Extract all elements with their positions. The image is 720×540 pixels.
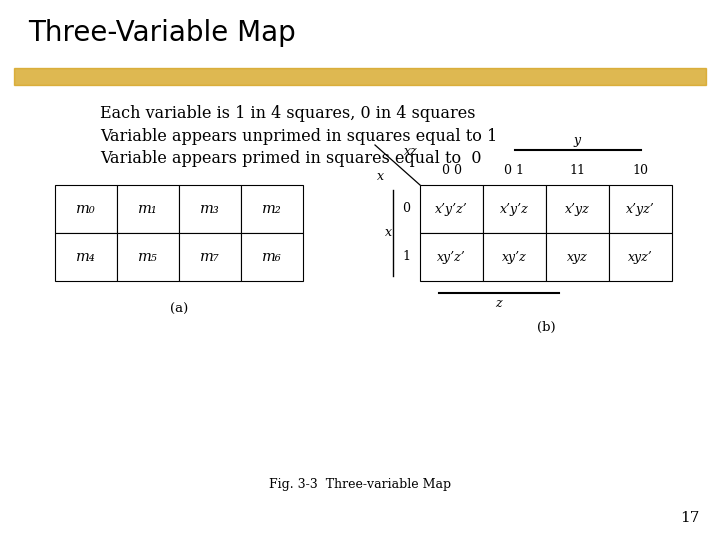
Text: z: z xyxy=(495,297,502,310)
Bar xyxy=(117,233,179,281)
Text: 0 1: 0 1 xyxy=(505,164,524,177)
Bar xyxy=(117,185,179,233)
Text: xy’z’: xy’z’ xyxy=(437,251,466,264)
Text: xyz’: xyz’ xyxy=(628,251,653,264)
Text: Each variable is 1 in 4 squares, 0 in 4 squares: Each variable is 1 in 4 squares, 0 in 4 … xyxy=(100,105,475,122)
Text: Fig. 3-3  Three-variable Map: Fig. 3-3 Three-variable Map xyxy=(269,478,451,491)
Bar xyxy=(483,233,546,281)
Bar xyxy=(546,233,609,281)
Text: 1: 1 xyxy=(402,251,410,264)
Bar xyxy=(241,233,303,281)
Text: x’yz’: x’yz’ xyxy=(626,202,655,215)
Text: (a): (a) xyxy=(170,303,188,316)
Text: 11: 11 xyxy=(570,164,585,177)
Text: m₆: m₆ xyxy=(262,250,282,264)
Text: x: x xyxy=(385,226,392,240)
Bar xyxy=(55,233,117,281)
Bar xyxy=(420,233,483,281)
Text: x’y’z’: x’y’z’ xyxy=(435,202,468,215)
Text: (b): (b) xyxy=(536,321,555,334)
Bar xyxy=(420,185,483,233)
Bar xyxy=(179,185,241,233)
Text: x’yz: x’yz xyxy=(565,202,590,215)
Bar xyxy=(241,185,303,233)
Bar xyxy=(546,185,609,233)
Bar xyxy=(14,68,706,85)
Bar xyxy=(609,185,672,233)
Bar xyxy=(609,233,672,281)
Text: 0: 0 xyxy=(402,202,410,215)
Bar xyxy=(483,185,546,233)
Text: m₅: m₅ xyxy=(138,250,158,264)
Text: xyz: xyz xyxy=(567,251,588,264)
Text: 17: 17 xyxy=(680,511,700,525)
Bar xyxy=(55,185,117,233)
Text: x: x xyxy=(377,170,384,183)
Bar xyxy=(179,233,241,281)
Text: Three-Variable Map: Three-Variable Map xyxy=(28,19,296,47)
Text: m₀: m₀ xyxy=(76,202,96,216)
Text: m₂: m₂ xyxy=(262,202,282,216)
Text: y: y xyxy=(574,134,581,147)
Text: m₁: m₁ xyxy=(138,202,158,216)
Text: Variable appears unprimed in squares equal to 1: Variable appears unprimed in squares equ… xyxy=(100,128,498,145)
Text: m₃: m₃ xyxy=(200,202,220,216)
Text: 0 0: 0 0 xyxy=(441,164,462,177)
Text: x’y’z: x’y’z xyxy=(500,202,529,215)
Text: m₄: m₄ xyxy=(76,250,96,264)
Text: m₇: m₇ xyxy=(200,250,220,264)
Text: 10: 10 xyxy=(632,164,649,177)
Text: xy’z: xy’z xyxy=(502,251,527,264)
Text: xz: xz xyxy=(405,145,418,158)
Text: Variable appears primed in squares equal to  0: Variable appears primed in squares equal… xyxy=(100,150,482,167)
